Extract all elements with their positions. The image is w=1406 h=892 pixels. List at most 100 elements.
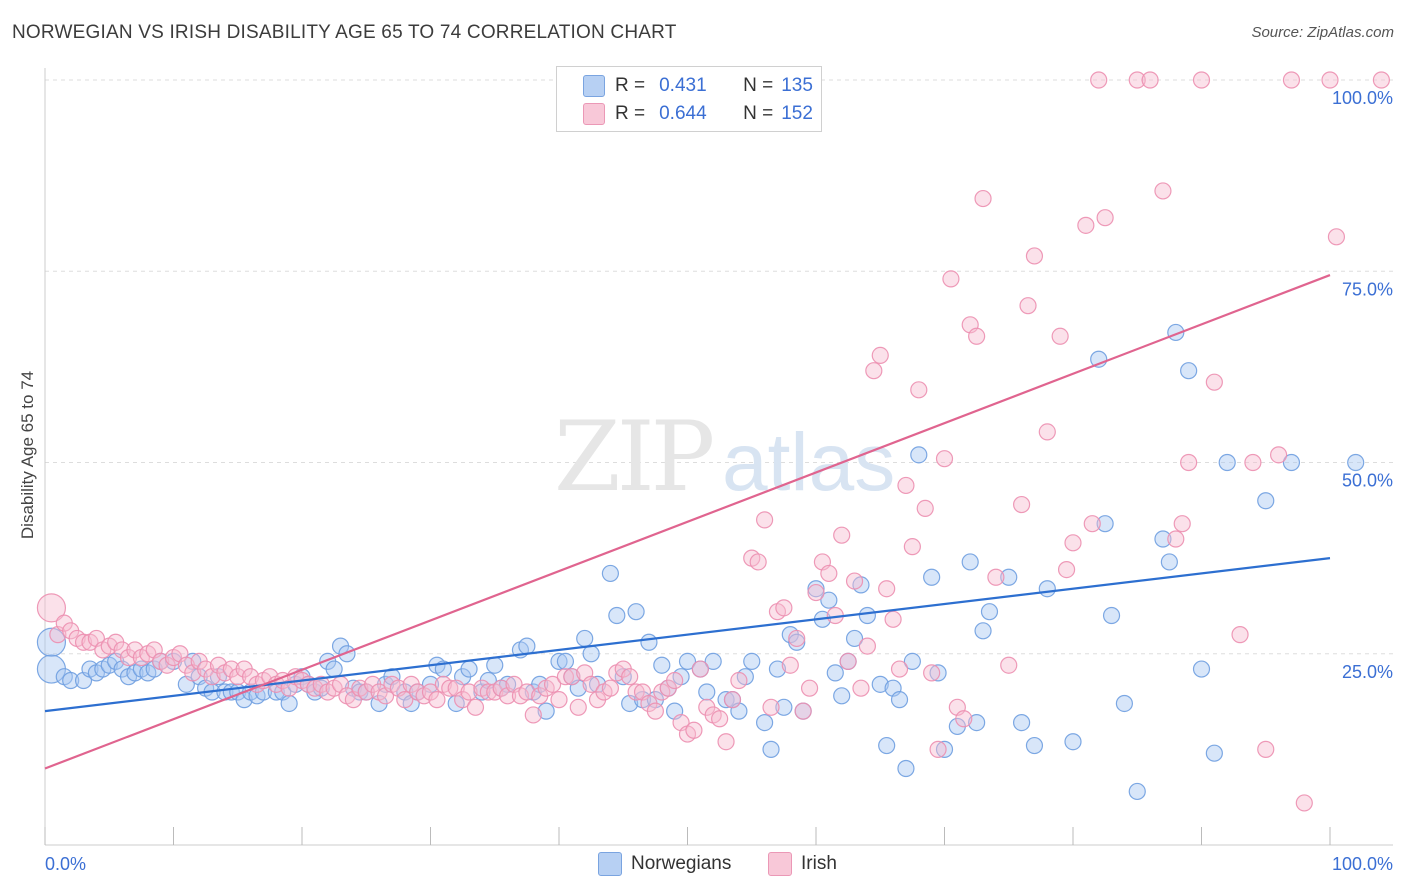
- data-point: [717, 733, 735, 751]
- data-point: [845, 629, 864, 648]
- data-point: [878, 580, 896, 598]
- data-point: [839, 652, 857, 671]
- data-point: [1180, 362, 1198, 380]
- data-point: [325, 660, 343, 678]
- data-point: [858, 606, 877, 625]
- data-point: [743, 652, 761, 671]
- bottom-legend-swatch-norwegians: [598, 852, 622, 876]
- data-point: [833, 526, 851, 544]
- data-point: [1064, 733, 1082, 751]
- data-point: [74, 633, 93, 651]
- data-point: [955, 710, 973, 728]
- data-point: [1160, 553, 1178, 571]
- gridlines: [45, 79, 1393, 655]
- data-point: [1025, 247, 1044, 265]
- data-point: [627, 683, 645, 701]
- data-point: [1173, 515, 1191, 533]
- data-point: [486, 656, 504, 674]
- data-point: [1167, 530, 1185, 548]
- data-point: [1025, 736, 1044, 755]
- data-point: [711, 710, 729, 728]
- bottom-legend-label-norwegians: Norwegians: [631, 853, 732, 874]
- data-point: [563, 668, 581, 686]
- bottom-legend-label-irish: Irish: [801, 853, 837, 874]
- data-point: [1372, 71, 1391, 89]
- data-point: [550, 691, 568, 709]
- data-point: [1154, 530, 1172, 548]
- data-point: [1051, 327, 1069, 345]
- legend-row-norwegians: R = 0.431 N = 135: [583, 73, 813, 99]
- data-point: [730, 671, 748, 690]
- legend-r-label: R =: [615, 75, 646, 96]
- chart-source: Source: ZipAtlas.com: [1251, 24, 1394, 41]
- data-point: [903, 538, 921, 556]
- data-point: [1096, 209, 1114, 227]
- data-point: [807, 580, 825, 598]
- data-point: [788, 629, 806, 648]
- data-point: [935, 450, 954, 468]
- data-point: [1019, 297, 1037, 315]
- data-point: [678, 652, 697, 671]
- data-point: [1282, 71, 1301, 89]
- data-point: [1347, 453, 1365, 472]
- data-point: [479, 683, 497, 701]
- chart-title: NORWEGIAN VS IRISH DISABILITY AGE 65 TO …: [12, 22, 677, 43]
- data-point: [543, 675, 562, 693]
- data-point: [788, 633, 806, 651]
- data-point: [582, 675, 600, 693]
- data-point: [929, 664, 947, 682]
- data-point: [1205, 373, 1223, 391]
- data-point: [1128, 71, 1146, 89]
- data-point: [1231, 626, 1249, 644]
- legend-swatch-irish: [583, 103, 605, 125]
- data-point: [1038, 423, 1056, 441]
- data-point: [1295, 794, 1313, 812]
- data-point: [640, 633, 658, 651]
- data-point: [852, 679, 870, 697]
- data-point: [845, 572, 864, 590]
- data-point: [646, 702, 664, 720]
- data-point: [556, 652, 575, 671]
- data-point: [890, 691, 909, 709]
- trend-line-norwegians: [44, 557, 1331, 713]
- data-point: [768, 660, 787, 678]
- data-point: [794, 702, 812, 720]
- data-point: [890, 660, 909, 678]
- data-point: [762, 698, 780, 716]
- data-point: [1205, 744, 1223, 762]
- data-point: [1000, 568, 1018, 586]
- bottom-legend-irish: Irish: [768, 852, 837, 876]
- data-point: [942, 270, 960, 288]
- data-point: [621, 668, 639, 686]
- data-point: [923, 664, 941, 682]
- data-point: [1192, 71, 1211, 89]
- data-point: [1090, 71, 1108, 89]
- data-point: [691, 660, 709, 678]
- tick-labels: 25.0% 50.0% 75.0% 100.0% 0.0% 100.0%: [45, 88, 1393, 874]
- y-tick-label: 75.0%: [1342, 279, 1393, 299]
- y-tick-label: 25.0%: [1342, 662, 1393, 682]
- data-point: [627, 603, 645, 621]
- data-point: [1257, 492, 1275, 510]
- watermark-zip: ZIP: [554, 401, 713, 513]
- data-point: [1077, 216, 1095, 234]
- data-point: [762, 740, 780, 758]
- legend-n-value: 135: [781, 75, 813, 96]
- data-point: [968, 327, 986, 345]
- data-point: [685, 721, 703, 739]
- data-point: [775, 599, 793, 617]
- data-point: [903, 652, 921, 671]
- watermark-atlas: atlas: [722, 417, 895, 508]
- data-point: [556, 668, 575, 686]
- data-point: [775, 698, 793, 716]
- data-point: [1218, 453, 1236, 472]
- data-point: [62, 671, 80, 690]
- data-point: [871, 675, 889, 693]
- data-point: [36, 593, 67, 623]
- data-point: [338, 645, 356, 663]
- data-point: [717, 691, 735, 709]
- data-point: [897, 476, 915, 495]
- data-point: [1102, 606, 1121, 625]
- data-point: [460, 660, 478, 678]
